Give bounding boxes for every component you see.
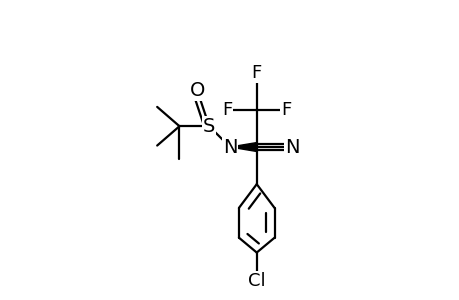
- Text: F: F: [251, 64, 261, 82]
- Polygon shape: [230, 142, 256, 152]
- Text: N: N: [222, 137, 237, 157]
- Text: O: O: [189, 81, 205, 100]
- Text: N: N: [285, 137, 299, 157]
- Text: S: S: [202, 117, 215, 136]
- Text: Cl: Cl: [247, 272, 265, 290]
- Text: F: F: [221, 101, 232, 119]
- Text: F: F: [281, 101, 291, 119]
